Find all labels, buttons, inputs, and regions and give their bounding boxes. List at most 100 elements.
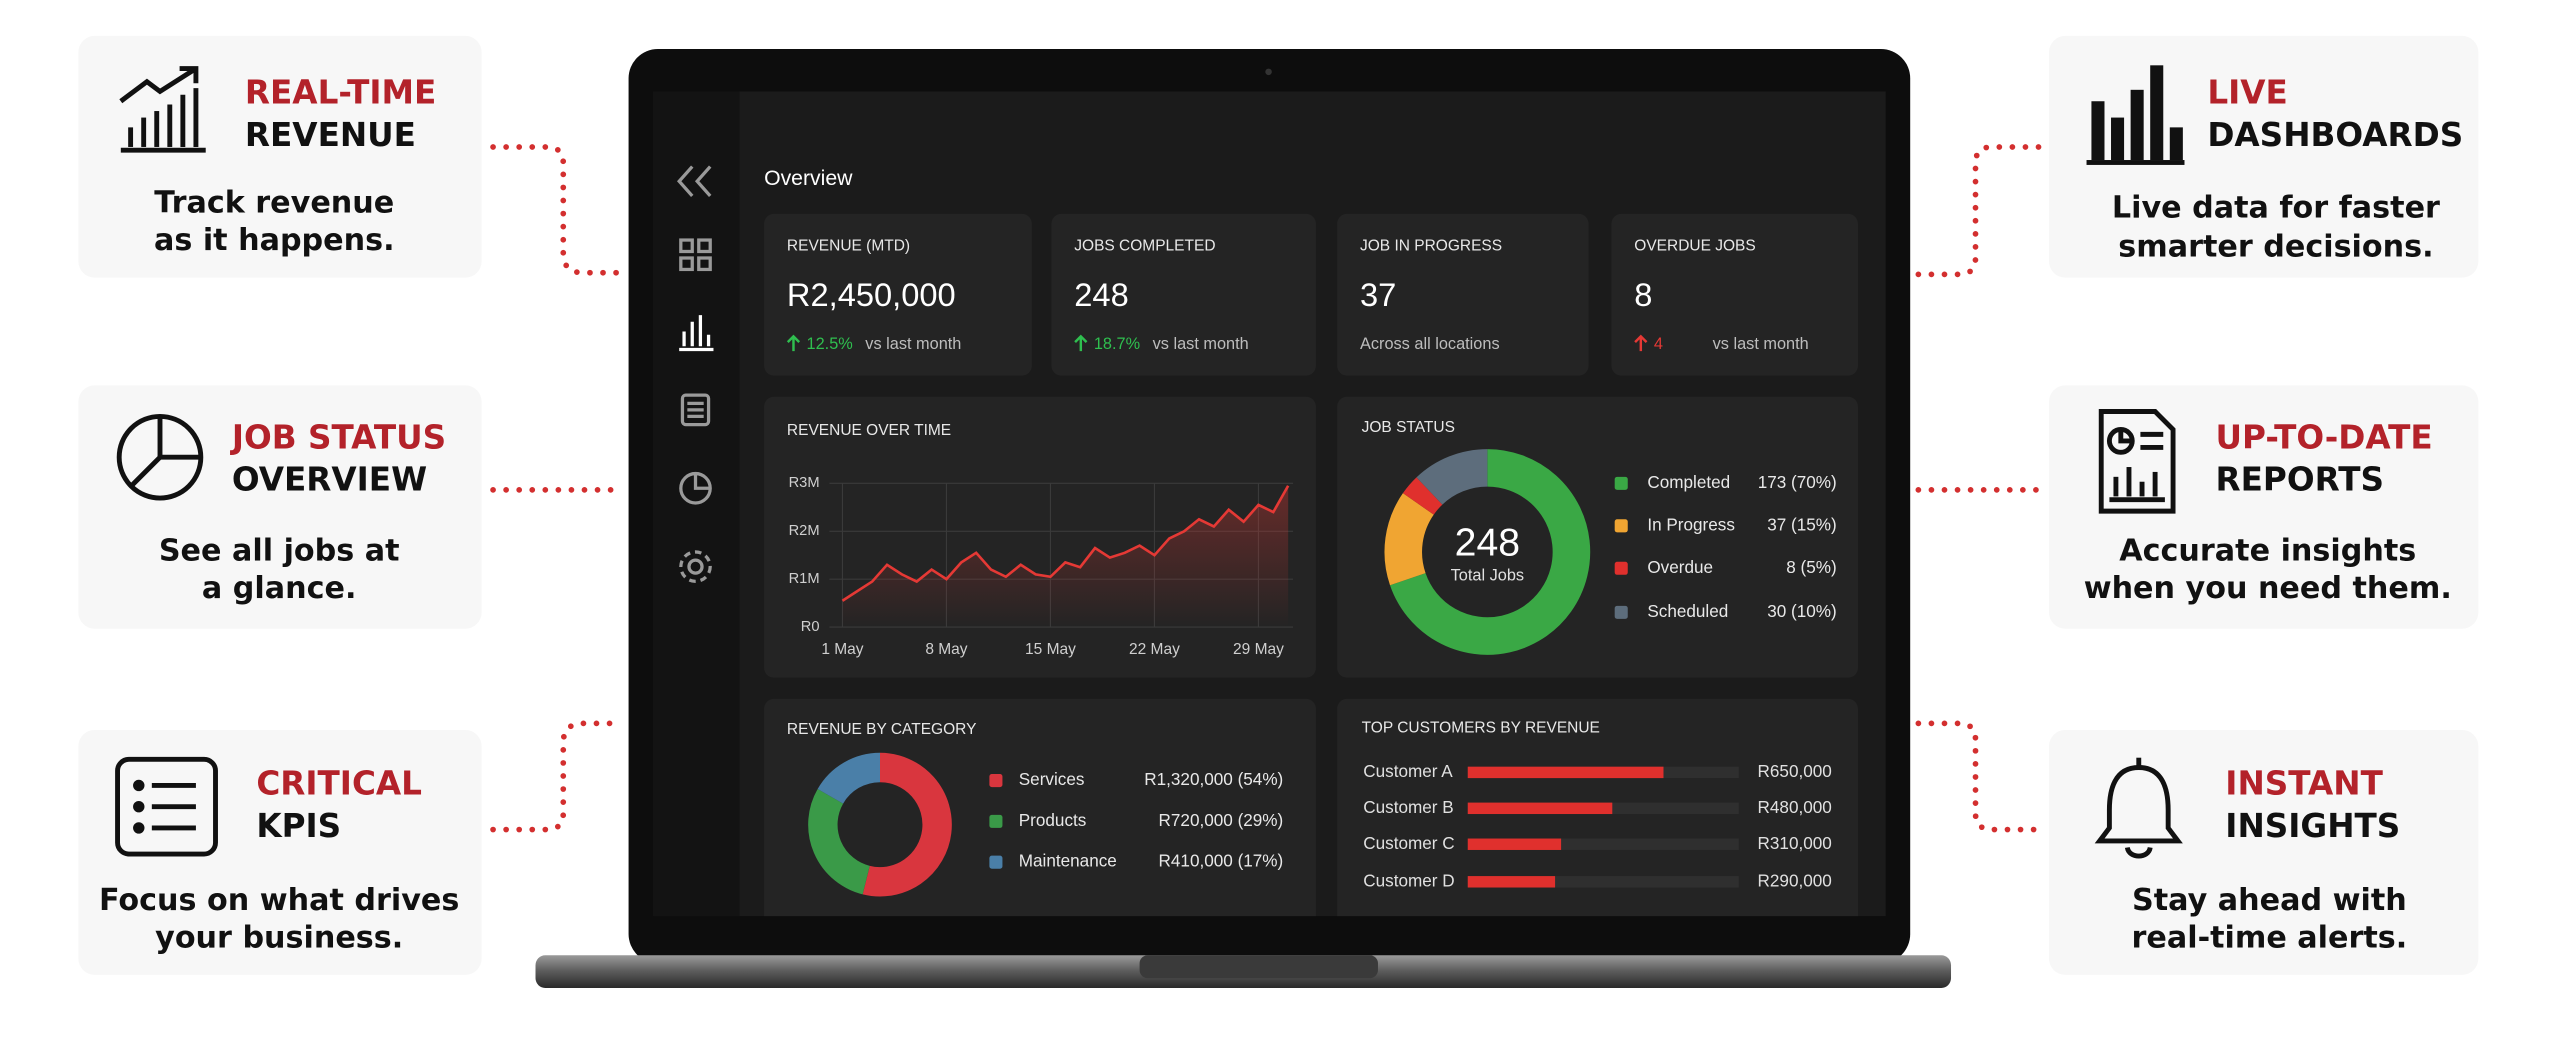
report-icon <box>2098 409 2176 514</box>
collapse-icon[interactable] <box>694 165 712 198</box>
feature-accent: UP-TO-DATE <box>2216 418 2433 456</box>
kpi-arrow <box>1634 334 1648 352</box>
donut-segment <box>1416 449 1489 506</box>
grid-icon[interactable] <box>679 238 712 272</box>
bar-label: Customer C <box>1363 833 1454 853</box>
kpi-label: JOB IN PROGRESS <box>1360 238 1502 255</box>
feature-text: a glance. <box>202 571 357 606</box>
feature-text: Live data for faster <box>2112 191 2440 226</box>
bar <box>1467 766 1664 779</box>
area <box>842 485 1289 628</box>
connector <box>490 720 624 833</box>
legend-label: Overdue <box>1647 557 1713 577</box>
bar-value: R480,000 <box>1758 797 1832 817</box>
legend-swatch <box>989 855 1003 869</box>
legend-value: 173 (70%) <box>1758 472 1837 492</box>
legend-value: R720,000 (29%) <box>1159 810 1284 830</box>
bar-track <box>1467 838 1739 850</box>
kpi-arrow <box>786 334 801 352</box>
dashboard: Overview REVENUE (MTD) R2,450,000 12.5% vs … <box>653 91 1858 917</box>
bar-value: R290,000 <box>1758 870 1832 890</box>
legend-swatch <box>989 814 1003 828</box>
legend-value: 37 (15%) <box>1767 514 1836 534</box>
pie-nav-icon[interactable] <box>679 471 712 505</box>
feature-text: as it happens. <box>154 223 395 258</box>
feature-title: KPIS <box>256 807 341 845</box>
reports-icon[interactable] <box>680 393 711 427</box>
revenue-icon <box>119 66 206 153</box>
donut-segment <box>808 789 871 895</box>
feature-card <box>78 385 482 629</box>
dashboard-title: Overview <box>764 167 853 190</box>
legend-label: Maintenance <box>1019 851 1117 871</box>
settings-icon[interactable] <box>679 550 712 583</box>
list-icon <box>115 756 218 857</box>
feature-text: your business. <box>155 920 403 955</box>
chart-title: JOB STATUS <box>1362 419 1455 436</box>
feature-accent: REAL-TIME <box>245 74 436 112</box>
donut-total-label: Total Jobs <box>1451 567 1524 585</box>
collapse-icon[interactable] <box>676 165 694 198</box>
laptop-notch <box>1139 955 1378 979</box>
feature-title: REVENUE <box>245 116 416 154</box>
legend-swatch <box>1614 476 1628 490</box>
donut-total: 248 <box>1455 522 1520 565</box>
feature-text: smarter decisions. <box>2118 230 2433 265</box>
y-tick-label: R2M <box>789 523 820 539</box>
kpi-value: 37 <box>1360 276 1396 313</box>
donut-segment <box>817 752 881 805</box>
bar-label: Customer D <box>1363 870 1454 890</box>
kpi-note: vs last month <box>865 335 961 353</box>
legend-swatch <box>1614 605 1628 619</box>
kpi-delta: 18.7% <box>1094 335 1140 353</box>
legend-value: 8 (5%) <box>1786 557 1836 577</box>
legend-label: Services <box>1019 769 1085 789</box>
feature-title: OVERVIEW <box>232 461 427 499</box>
kpi-note: vs last month <box>1153 335 1249 353</box>
bar-value: R650,000 <box>1758 761 1832 781</box>
kpi-card <box>1611 213 1858 376</box>
bar-track <box>1467 876 1739 888</box>
kpi-card <box>1051 213 1316 376</box>
connector <box>1915 720 2047 833</box>
feature-text: Stay ahead with <box>2132 883 2407 918</box>
feature-accent: INSTANT <box>2225 764 2383 802</box>
y-tick-label: R3M <box>789 475 820 491</box>
feature-text: real-time alerts. <box>2132 920 2408 955</box>
legend-label: Products <box>1019 810 1087 830</box>
kpi-label: JOBS COMPLETED <box>1074 238 1215 255</box>
feature-icons <box>115 65 2185 859</box>
feature-accent: LIVE <box>2207 74 2288 112</box>
kpi-value: 248 <box>1074 276 1128 313</box>
donut-segment <box>1384 493 1435 586</box>
connectors <box>490 144 2047 833</box>
bar-label: Customer B <box>1363 797 1453 817</box>
legend-swatch <box>989 774 1003 788</box>
x-tick-label: 8 May <box>925 641 967 658</box>
y-tick-label: R0 <box>801 619 820 635</box>
connector <box>1915 144 2047 278</box>
legend-value: R410,000 (17%) <box>1159 851 1284 871</box>
x-tick-label: 29 May <box>1233 641 1284 658</box>
chart-icon[interactable] <box>679 315 714 352</box>
legend-label: In Progress <box>1647 514 1735 534</box>
kpi-value: R2,450,000 <box>787 276 956 313</box>
feature-title: INSIGHTS <box>2225 807 2400 845</box>
feature-text: See all jobs at <box>159 533 400 568</box>
kpi-card <box>764 213 1032 376</box>
legend-swatch <box>1614 519 1628 533</box>
feature-title: REPORTS <box>2216 461 2385 499</box>
donut-segment <box>862 752 952 897</box>
legend-value: 30 (10%) <box>1767 601 1836 621</box>
legend-swatch <box>1614 561 1628 575</box>
feature-title: DASHBOARDS <box>2207 116 2463 154</box>
feature-text: Track revenue <box>154 186 394 221</box>
donut-segment <box>1390 449 1591 655</box>
donut-segment <box>1402 477 1443 516</box>
kpi-label: REVENUE (MTD) <box>787 238 910 255</box>
feature-card <box>78 729 482 975</box>
connector <box>490 144 624 276</box>
feature-text: Focus on what drives <box>99 883 459 918</box>
